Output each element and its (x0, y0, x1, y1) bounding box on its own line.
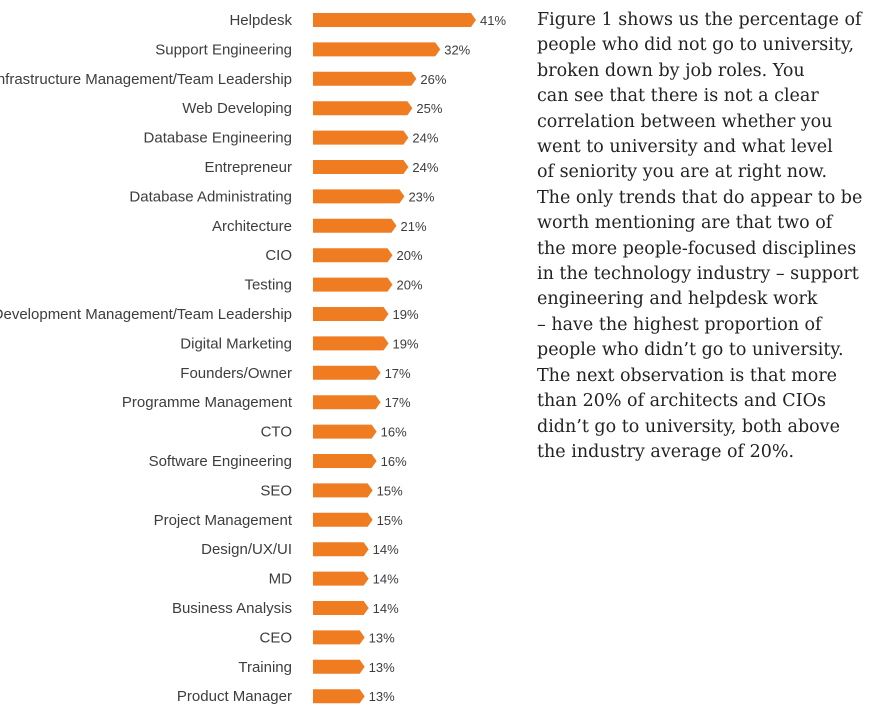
bar (313, 601, 369, 615)
value-label: 13% (369, 630, 395, 645)
description-line: engineering and helpdesk work (537, 289, 818, 310)
value-label: 19% (393, 307, 419, 322)
category-label: Programme Management (122, 394, 293, 411)
value-label: 19% (393, 336, 419, 351)
category-label: Founders/Owner (180, 365, 292, 382)
bar (313, 542, 369, 557)
bar (313, 307, 389, 321)
value-label: 14% (373, 542, 399, 557)
value-label: 24% (412, 160, 438, 175)
value-label: 23% (408, 189, 434, 204)
bar (313, 189, 405, 204)
description-line: can see that there is not a clear (537, 86, 819, 107)
value-label: 16% (381, 425, 407, 440)
bar (313, 248, 393, 263)
description-line: the industry average of 20%. (537, 441, 795, 462)
value-label: 13% (369, 660, 395, 675)
value-label: 17% (385, 395, 411, 410)
category-label: CEO (259, 629, 292, 646)
category-label: Web Developing (182, 100, 292, 117)
value-label: 16% (381, 454, 407, 469)
value-label: 20% (397, 278, 423, 293)
value-label: 17% (385, 366, 411, 381)
bar (313, 101, 413, 116)
category-label: Project Management (154, 512, 293, 529)
category-label: CIO (265, 247, 292, 264)
bar (313, 160, 409, 174)
bar (313, 424, 377, 439)
category-label: MD (269, 571, 292, 588)
description-line: people who didn’t go to university. (537, 340, 844, 361)
category-label: Software Engineering (149, 453, 292, 470)
bar (313, 689, 365, 704)
bar (313, 512, 373, 527)
bar (313, 395, 381, 410)
category-label: Testing (244, 277, 292, 294)
description-line: didn’t go to university, both above (537, 416, 840, 437)
value-label: 41% (480, 13, 506, 28)
value-label: 15% (377, 483, 403, 498)
description-line: of seniority you are at right now. (537, 162, 828, 183)
description-line: went to university and what level (537, 137, 833, 158)
description-line: – have the highest proportion of (537, 314, 822, 335)
category-label: SEO (260, 482, 292, 499)
value-label: 25% (416, 101, 442, 116)
description-line: The next observation is that more (537, 365, 838, 386)
category-label: Database Engineering (144, 130, 292, 147)
description-line: broken down by job roles. You (537, 60, 805, 81)
category-label: Product Manager (177, 688, 292, 705)
bar (313, 42, 441, 57)
bar (313, 454, 377, 468)
description-line: the more people-focused disciplines (537, 238, 857, 259)
bar (313, 336, 389, 351)
job-role-bar-chart: Helpdesk 41% Support Engineering 32% Infrast… (0, 12, 506, 705)
category-label: Digital Marketing (180, 335, 292, 352)
value-label: 15% (377, 513, 403, 528)
category-label: Entrepreneur (204, 159, 292, 176)
bar (313, 365, 381, 380)
value-label: 26% (420, 72, 446, 87)
value-label: 20% (397, 248, 423, 263)
category-label: Development Management/Team Leadership (0, 306, 292, 323)
bar (313, 71, 417, 86)
value-label: 13% (369, 689, 395, 704)
value-label: 14% (373, 572, 399, 587)
description-line: The only trends that do appear to be (537, 187, 863, 208)
category-label: Architecture (212, 218, 292, 235)
category-label: Design/UX/UI (201, 541, 292, 558)
bar (313, 13, 476, 27)
category-label: Database Administrating (129, 188, 292, 205)
bar (313, 571, 369, 586)
description-line: Figure 1 shows us the percentage of (537, 10, 862, 30)
bar (313, 130, 409, 145)
description-line: correlation between whether you (537, 111, 833, 132)
category-label: Business Analysis (172, 600, 292, 617)
category-label: Training (238, 659, 292, 676)
bar (313, 277, 393, 292)
description-text: Figure 1 shows us the percentage of peopl… (537, 8, 887, 465)
category-label: Infrastructure Management/Team Leadershi… (0, 71, 292, 88)
category-label: Helpdesk (229, 12, 292, 29)
description-line: than 20% of architects and CIOs (537, 391, 826, 412)
category-label: Support Engineering (155, 41, 292, 58)
bar (313, 630, 365, 645)
bar (313, 659, 365, 674)
value-label: 24% (412, 131, 438, 146)
category-label: CTO (261, 424, 292, 441)
bar (313, 218, 397, 233)
value-label: 14% (373, 601, 399, 616)
value-label: 32% (444, 42, 470, 57)
description-line: in the technology industry – support (537, 264, 859, 285)
description-line: people who did not go to university, (537, 35, 855, 56)
value-label: 21% (400, 219, 426, 234)
bar (313, 483, 373, 498)
description-line: worth mentioning are that two of (537, 213, 833, 234)
